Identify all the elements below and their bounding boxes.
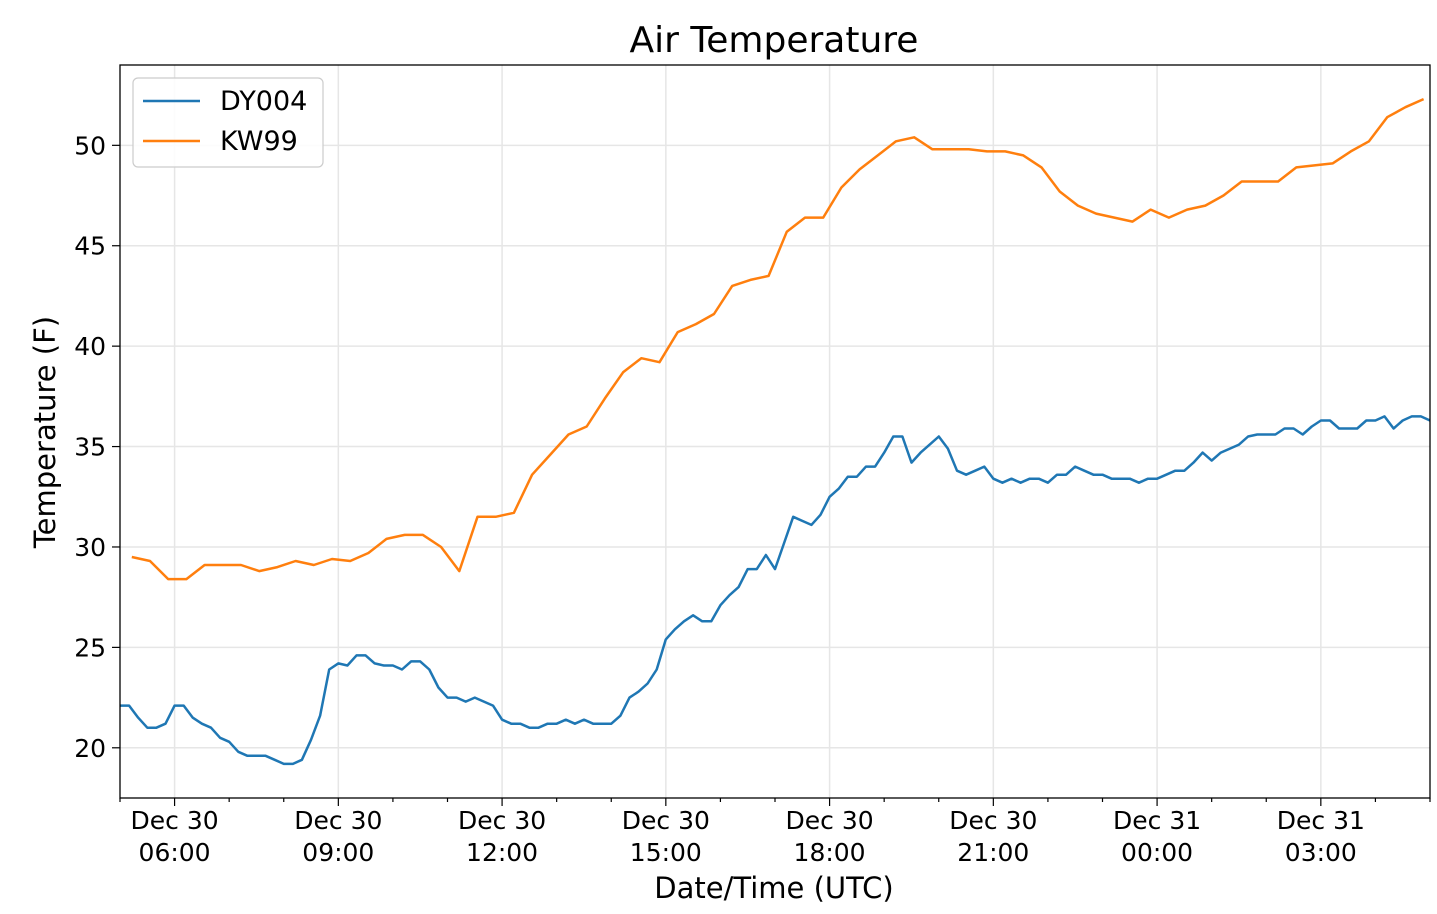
grid xyxy=(120,65,1430,798)
x-tick-label-date: Dec 30 xyxy=(949,806,1037,835)
y-tick-label: 35 xyxy=(74,433,106,462)
x-tick-label-time: 21:00 xyxy=(957,838,1029,867)
y-axis: 20 25 30 35 40 45 50 xyxy=(74,131,120,763)
legend-label-kw99: KW99 xyxy=(220,126,298,157)
chart-title: Air Temperature xyxy=(630,20,919,61)
y-axis-label: Temperature (F) xyxy=(28,316,62,549)
legend: DY004 KW99 xyxy=(132,77,324,168)
x-tick-label-date: Dec 30 xyxy=(131,806,219,835)
x-tick-label-date: Dec 30 xyxy=(458,806,546,835)
x-tick-label-date: Dec 30 xyxy=(622,806,710,835)
x-tick-label-time: 00:00 xyxy=(1121,838,1193,867)
plot-frame xyxy=(119,64,1431,799)
y-tick-label: 45 xyxy=(74,232,106,261)
y-tick-label: 20 xyxy=(74,734,106,763)
x-tick-label-date: Dec 31 xyxy=(1277,806,1365,835)
series-line-kw99 xyxy=(131,97,1425,581)
x-tick-label-time: 03:00 xyxy=(1285,838,1357,867)
x-tick-label-time: 18:00 xyxy=(794,838,866,867)
x-tick-label-date: Dec 30 xyxy=(294,806,382,835)
y-tick-label: 50 xyxy=(74,131,106,160)
x-tick-label-date: Dec 30 xyxy=(786,806,874,835)
x-tick-label-time: 15:00 xyxy=(630,838,702,867)
y-tick-label: 40 xyxy=(74,332,106,361)
legend-label-dy004: DY004 xyxy=(220,86,307,117)
x-axis-label: Date/Time (UTC) xyxy=(654,871,893,905)
y-tick-label: 30 xyxy=(74,533,106,562)
x-tick-label-time: 06:00 xyxy=(139,838,211,867)
x-tick-label-time: 09:00 xyxy=(302,838,374,867)
series-line-dy004 xyxy=(120,415,1430,766)
x-tick-label-date: Dec 31 xyxy=(1113,806,1201,835)
y-tick-label: 25 xyxy=(74,633,106,662)
x-tick-label-time: 12:00 xyxy=(466,838,538,867)
x-axis: Dec 30 06:00 Dec 30 09:00 Dec 30 12:00 Dec 30 1… xyxy=(119,798,1431,867)
series-lines xyxy=(120,97,1430,766)
